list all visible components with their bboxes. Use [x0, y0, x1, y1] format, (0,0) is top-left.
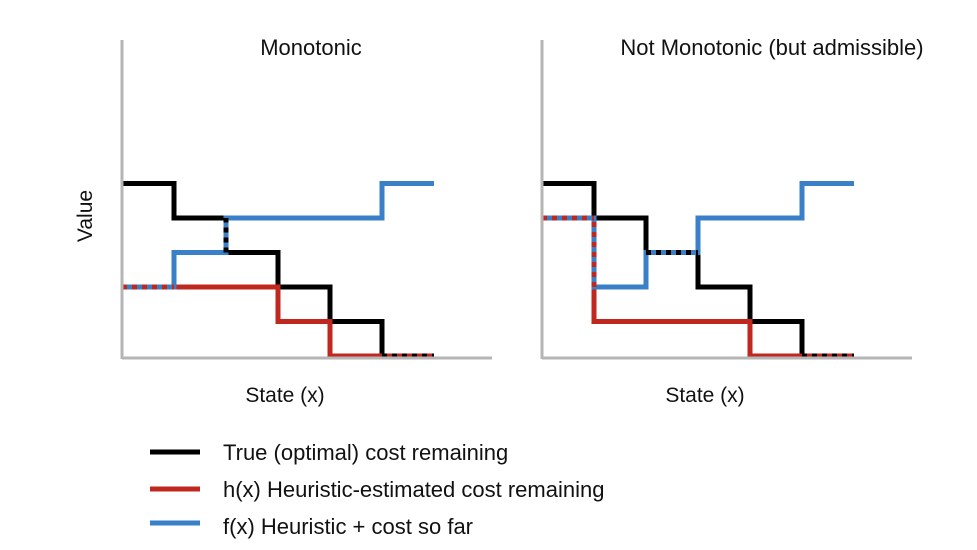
series-line-h [122, 284, 434, 359]
legend-label-f: f(x) Heuristic + cost so far [223, 514, 473, 539]
legend: True (optimal) cost remaining h(x) Heuri… [150, 440, 604, 539]
series-line-true [122, 181, 434, 359]
legend-item-f: f(x) Heuristic + cost so far [150, 514, 473, 539]
series-line-true [542, 181, 854, 359]
legend-item-true: True (optimal) cost remaining [150, 440, 508, 465]
legend-label-heuristic: h(x) Heuristic-estimated cost remaining [223, 477, 604, 502]
chart-monotonic: Monotonic State (x) [120, 35, 492, 407]
legend-label-true: True (optimal) cost remaining [223, 440, 508, 465]
chart-title: Not Monotonic (but admissible) [620, 35, 923, 60]
series-line-f [122, 181, 434, 290]
y-axis-label: Value [74, 190, 97, 242]
chart-title: Monotonic [260, 35, 362, 60]
x-axis-label: State (x) [245, 384, 324, 407]
x-axis-label: State (x) [665, 384, 744, 407]
chart-not-monotonic: Not Monotonic (but admissible) State (x) [540, 35, 924, 407]
legend-item-heuristic: h(x) Heuristic-estimated cost remaining [150, 477, 604, 502]
